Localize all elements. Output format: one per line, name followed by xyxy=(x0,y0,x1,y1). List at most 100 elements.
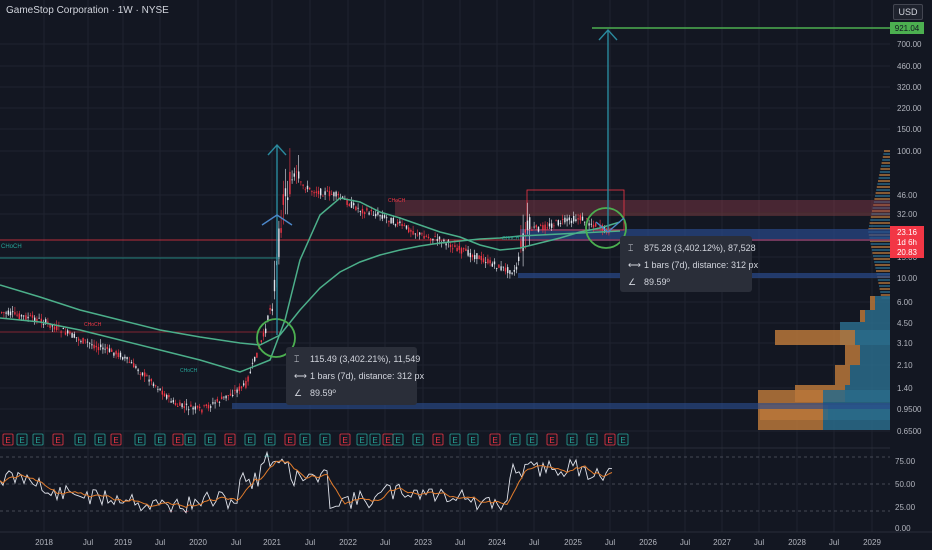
candle-body xyxy=(331,193,333,195)
candle-body xyxy=(100,344,102,348)
earnings-marker[interactable] xyxy=(369,433,381,446)
earnings-marker[interactable] xyxy=(586,433,598,446)
choch-label-3: CHoCH xyxy=(502,236,520,242)
earnings-marker[interactable] xyxy=(546,433,558,446)
candle-body xyxy=(522,233,524,252)
candle-body xyxy=(177,406,179,407)
candle-body xyxy=(375,213,377,217)
earnings-marker[interactable] xyxy=(432,433,444,446)
candle-body xyxy=(163,393,166,397)
earnings-marker[interactable] xyxy=(566,433,578,446)
earnings-marker[interactable] xyxy=(52,433,64,446)
candle-body xyxy=(315,191,317,193)
earnings-marker[interactable] xyxy=(392,433,404,446)
candle-body xyxy=(520,241,522,248)
candle-body xyxy=(194,406,196,410)
candle-body xyxy=(359,211,361,212)
price-tick: 3.10 xyxy=(897,339,913,348)
candle-body xyxy=(139,374,141,375)
price-tick: 32.00 xyxy=(897,210,918,219)
candle-body xyxy=(280,228,282,233)
candle-body xyxy=(485,262,487,263)
earnings-marker[interactable] xyxy=(16,433,28,446)
candle-body xyxy=(498,264,500,268)
candle-body xyxy=(18,313,20,320)
earnings-marker[interactable] xyxy=(154,433,166,446)
time-axis[interactable] xyxy=(0,532,932,550)
candle-body xyxy=(240,386,243,389)
candle-body xyxy=(511,272,513,274)
earnings-marker-label: E xyxy=(157,436,162,445)
earnings-marker[interactable] xyxy=(74,433,86,446)
symbol-title[interactable]: GameStop Corporation · 1W · NYSE xyxy=(6,5,169,16)
candle-body xyxy=(84,339,86,341)
earnings-marker-label: E xyxy=(227,436,232,445)
earnings-marker-label: E xyxy=(19,436,24,445)
candle-body xyxy=(586,218,588,220)
candle-body xyxy=(133,363,135,368)
measure-arrow-2025 xyxy=(595,28,625,233)
earnings-marker[interactable] xyxy=(284,433,296,446)
candle-body xyxy=(465,248,467,251)
earnings-marker[interactable] xyxy=(172,433,184,446)
candle-body xyxy=(124,356,126,359)
earnings-marker[interactable] xyxy=(264,433,276,446)
candle-body xyxy=(348,204,350,206)
measure-angle-row: ∠ 89.59º xyxy=(628,274,744,291)
candle-body xyxy=(234,390,236,391)
measure-tooltip-2: ⌶ 875.28 (3,402.12%), 87,528 ⟷ 1 bars (7d)… xyxy=(620,236,758,292)
price-tick: 220.00 xyxy=(897,104,922,113)
earnings-marker[interactable] xyxy=(2,433,14,446)
candle-body xyxy=(381,215,383,219)
candle-body xyxy=(64,332,67,335)
earnings-marker[interactable] xyxy=(449,433,461,446)
candle-body xyxy=(291,179,293,181)
earnings-marker[interactable] xyxy=(32,433,44,446)
candle-body xyxy=(515,266,518,270)
earnings-marker[interactable] xyxy=(604,433,616,446)
candle-body xyxy=(502,266,504,268)
earnings-marker-label: E xyxy=(267,436,272,445)
earnings-marker[interactable] xyxy=(509,433,521,446)
candle-body xyxy=(392,217,394,224)
time-tick: Jul xyxy=(83,538,93,547)
candle-body xyxy=(128,361,130,363)
earnings-marker[interactable] xyxy=(134,433,146,446)
rsi-tick-75: 75.00 xyxy=(895,457,916,466)
price-range-icon: ⌶ xyxy=(628,243,634,253)
earnings-marker[interactable] xyxy=(94,433,106,446)
measure-price-row: ⌶ 115.49 (3,402.21%), 11,549 xyxy=(294,351,420,368)
earnings-marker[interactable] xyxy=(467,433,479,446)
highlight-circle-2025 xyxy=(585,207,627,249)
candle-body xyxy=(199,406,201,409)
earnings-marker[interactable] xyxy=(184,433,196,446)
earnings-marker[interactable] xyxy=(224,433,236,446)
earnings-marker[interactable] xyxy=(339,433,351,446)
earnings-marker[interactable] xyxy=(412,433,424,446)
earnings-marker[interactable] xyxy=(356,433,368,446)
earnings-marker[interactable] xyxy=(204,433,216,446)
price-axis[interactable] xyxy=(890,0,932,532)
candle-body xyxy=(509,270,511,274)
earnings-marker[interactable] xyxy=(489,433,501,446)
candle-body xyxy=(474,255,476,260)
target-price-badge xyxy=(890,22,924,34)
time-tick: Jul xyxy=(380,538,390,547)
candle-body xyxy=(405,225,408,229)
earnings-marker[interactable] xyxy=(526,433,538,446)
earnings-marker[interactable] xyxy=(110,433,122,446)
time-tick: 2029 xyxy=(863,538,881,547)
earnings-marker[interactable] xyxy=(244,433,256,446)
earnings-marker[interactable] xyxy=(319,433,331,446)
earnings-marker-label: E xyxy=(372,436,377,445)
candle-body xyxy=(377,212,379,215)
candle-body xyxy=(31,315,34,318)
candle-body xyxy=(247,376,249,382)
earnings-marker[interactable] xyxy=(299,433,311,446)
earnings-marker[interactable] xyxy=(617,433,629,446)
earnings-marker-label: E xyxy=(359,436,364,445)
candle-body xyxy=(104,348,106,350)
earnings-marker-label: E xyxy=(137,436,142,445)
currency-button[interactable]: USD xyxy=(893,4,923,20)
